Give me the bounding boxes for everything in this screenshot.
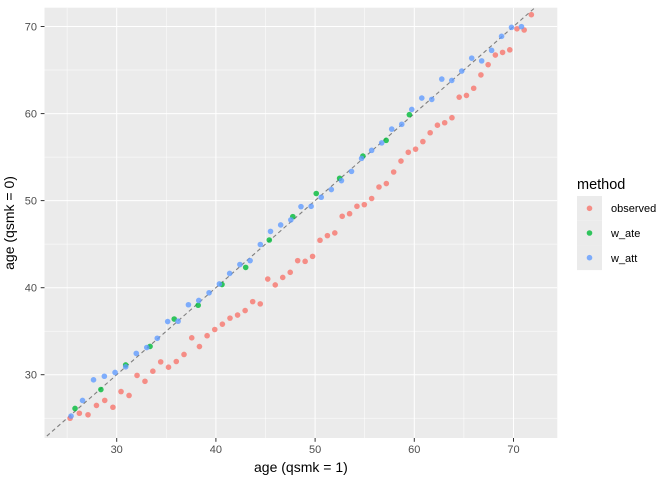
svg-text:40: 40 <box>25 283 37 295</box>
svg-text:observed: observed <box>611 203 656 215</box>
svg-text:50: 50 <box>25 196 37 208</box>
svg-text:30: 30 <box>25 370 37 382</box>
svg-text:40: 40 <box>210 444 222 456</box>
svg-text:age (qsmk = 0): age (qsmk = 0) <box>1 176 17 270</box>
svg-text:60: 60 <box>25 109 37 121</box>
svg-text:w_ate: w_ate <box>610 228 640 240</box>
svg-text:60: 60 <box>408 444 420 456</box>
svg-text:70: 70 <box>25 22 37 34</box>
svg-text:method: method <box>577 177 625 193</box>
svg-text:30: 30 <box>111 444 123 456</box>
svg-text:age (qsmk = 1): age (qsmk = 1) <box>254 459 348 475</box>
svg-text:70: 70 <box>507 444 519 456</box>
svg-text:w_att: w_att <box>610 253 637 265</box>
svg-text:50: 50 <box>309 444 321 456</box>
